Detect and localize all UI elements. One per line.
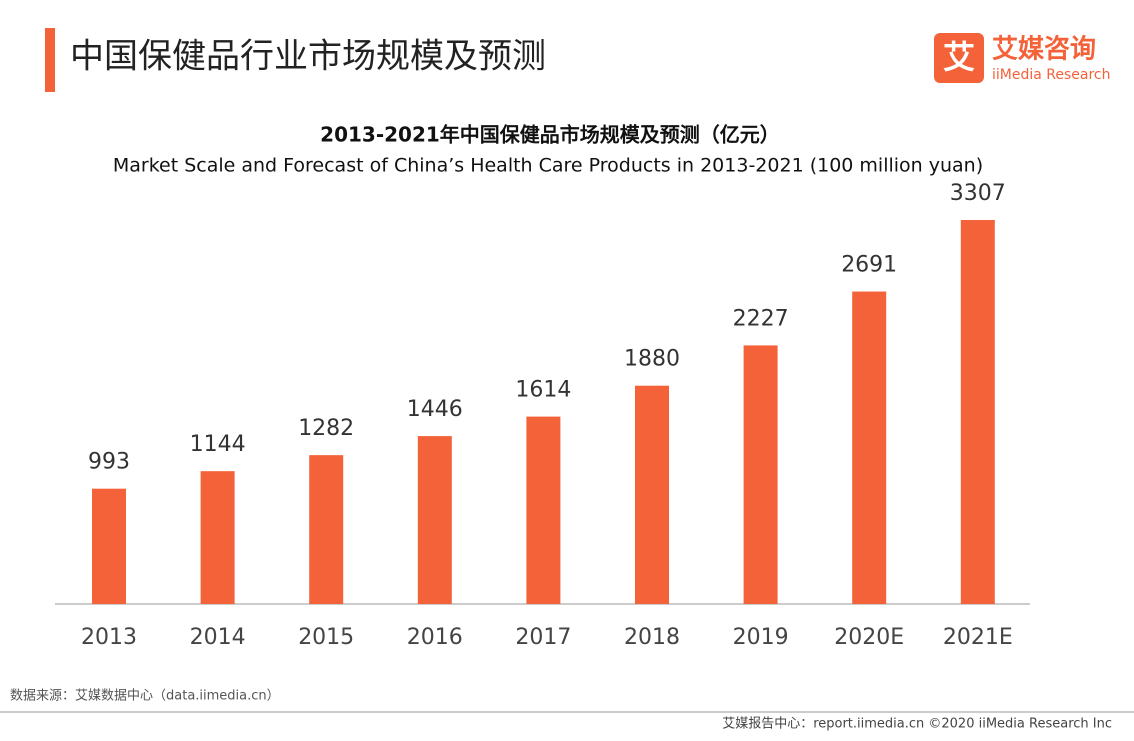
value-label: 2227 [733, 306, 789, 331]
value-label: 1614 [515, 378, 571, 403]
x-tick-label: 2019 [733, 625, 789, 650]
logo-icon-text: 艾 [943, 38, 975, 76]
copyright: 艾媒报告中心：report.iimedia.cn ©2020 iiMedia R… [722, 717, 1112, 732]
x-tick-label: 2021E [943, 625, 1013, 650]
value-label: 993 [88, 450, 130, 475]
page-title: 中国保健品行业市场规模及预测 [70, 37, 546, 77]
value-label: 1880 [624, 347, 680, 372]
bar [960, 220, 995, 604]
x-tick-label: 2013 [81, 625, 137, 650]
bar [309, 455, 344, 604]
x-tick-label: 2018 [624, 625, 680, 650]
bar [92, 488, 126, 604]
value-label: 1144 [190, 432, 246, 457]
value-label: 2691 [841, 253, 897, 278]
value-label: 1446 [407, 397, 463, 422]
logo-icon [934, 33, 984, 83]
bar [635, 385, 669, 604]
title-accent [45, 28, 55, 92]
bar [200, 471, 235, 604]
logo-sub: iiMedia Research [992, 67, 1111, 83]
logo-name: 艾媒咨询 [992, 34, 1096, 65]
value-label: 1282 [298, 416, 354, 441]
x-tick-label: 2015 [298, 625, 354, 650]
x-tick-label: 2014 [190, 625, 246, 650]
chart-title: 2013-2021年中国保健品市场规模及预测（亿元） [320, 123, 780, 147]
bar [417, 436, 452, 604]
chart-subtitle: Market Scale and Forecast of China’s Hea… [113, 155, 983, 177]
x-tick-label: 2016 [407, 625, 463, 650]
bar [852, 291, 887, 604]
x-tick-label: 2017 [515, 625, 571, 650]
x-tick-label: 2020E [834, 625, 904, 650]
value-label: 3307 [950, 181, 1006, 206]
bar [526, 416, 561, 604]
source: 数据来源：艾媒数据中心（data.iimedia.cn） [10, 689, 280, 704]
bar [743, 345, 778, 604]
